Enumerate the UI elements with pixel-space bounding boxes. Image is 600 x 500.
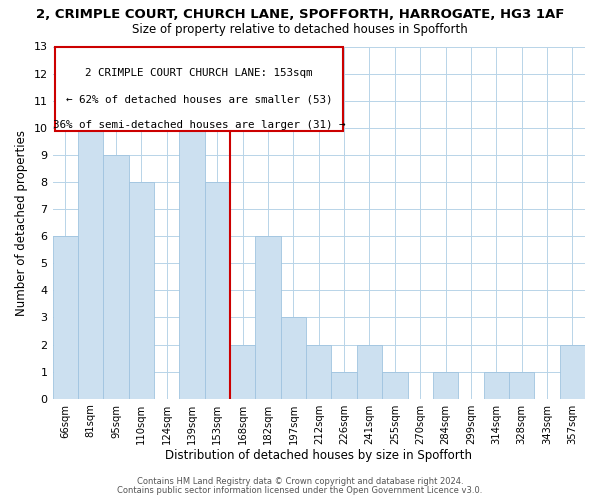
FancyBboxPatch shape [55, 46, 343, 131]
Bar [382, 372, 407, 398]
Bar [484, 372, 509, 398]
Bar [78, 100, 103, 399]
Text: Contains public sector information licensed under the Open Government Licence v3: Contains public sector information licen… [118, 486, 482, 495]
Bar [509, 372, 534, 398]
X-axis label: Distribution of detached houses by size in Spofforth: Distribution of detached houses by size … [165, 450, 472, 462]
Bar [306, 344, 331, 399]
Bar [128, 182, 154, 398]
Bar [357, 344, 382, 399]
Bar [560, 344, 585, 399]
Y-axis label: Number of detached properties: Number of detached properties [15, 130, 28, 316]
Bar [230, 344, 256, 399]
Bar [179, 128, 205, 398]
Bar [103, 155, 128, 398]
Text: 2, CRIMPLE COURT, CHURCH LANE, SPOFFORTH, HARROGATE, HG3 1AF: 2, CRIMPLE COURT, CHURCH LANE, SPOFFORTH… [36, 8, 564, 20]
Bar [205, 182, 230, 398]
Text: 36% of semi-detached houses are larger (31) →: 36% of semi-detached houses are larger (… [53, 120, 345, 130]
Bar [433, 372, 458, 398]
Text: Contains HM Land Registry data © Crown copyright and database right 2024.: Contains HM Land Registry data © Crown c… [137, 477, 463, 486]
Bar [281, 318, 306, 398]
Text: ← 62% of detached houses are smaller (53): ← 62% of detached houses are smaller (53… [66, 94, 332, 104]
Bar [256, 236, 281, 398]
Text: Size of property relative to detached houses in Spofforth: Size of property relative to detached ho… [132, 24, 468, 36]
Bar [331, 372, 357, 398]
Bar [53, 236, 78, 398]
Text: 2 CRIMPLE COURT CHURCH LANE: 153sqm: 2 CRIMPLE COURT CHURCH LANE: 153sqm [85, 68, 313, 78]
